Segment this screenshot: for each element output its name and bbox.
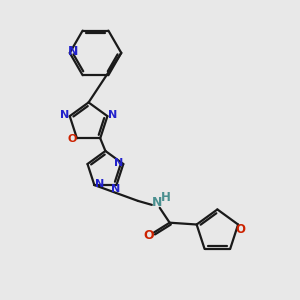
Text: N: N <box>60 110 69 120</box>
Text: O: O <box>67 134 77 144</box>
Text: N: N <box>114 158 123 168</box>
Text: N: N <box>108 110 117 120</box>
Text: N: N <box>68 45 78 58</box>
Text: H: H <box>161 191 171 204</box>
Text: N: N <box>95 179 104 189</box>
Text: N: N <box>152 196 162 209</box>
Text: N: N <box>111 184 120 194</box>
Text: O: O <box>143 229 154 242</box>
Text: O: O <box>235 223 245 236</box>
